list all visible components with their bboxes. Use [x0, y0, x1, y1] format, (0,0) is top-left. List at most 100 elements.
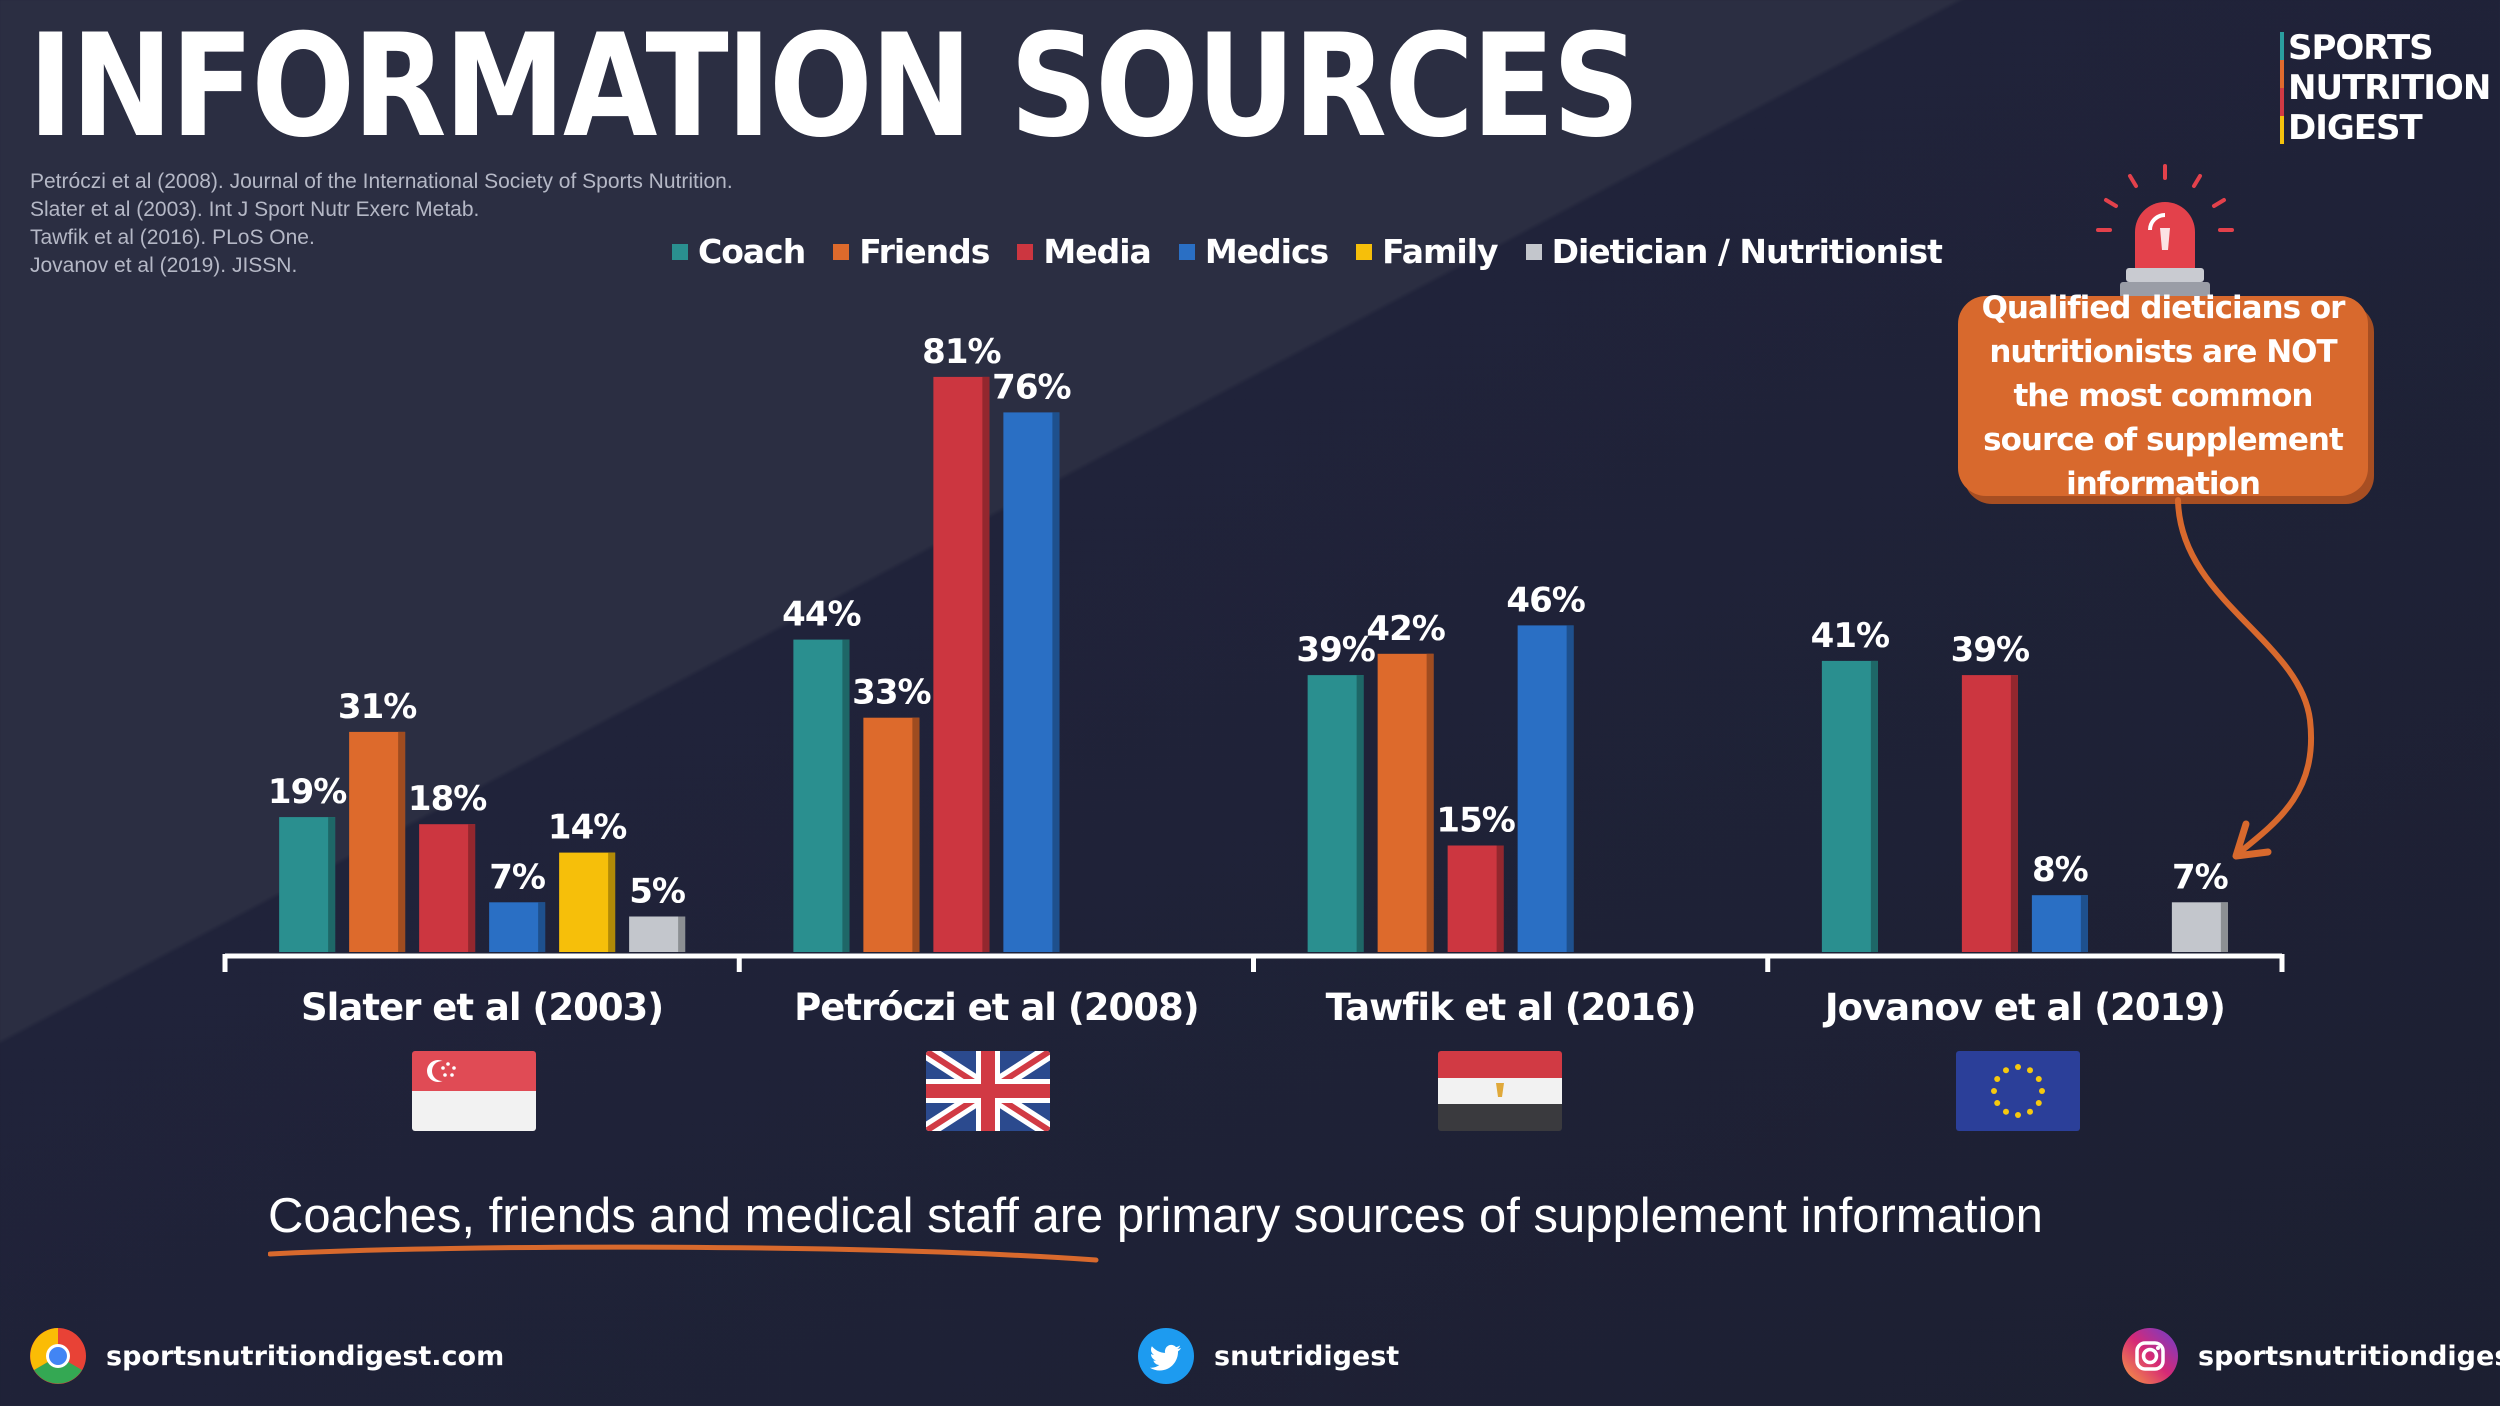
reference-item: Jovanov et al (2019). JISSN.: [30, 254, 298, 277]
references: Petróczi et al (2008). Journal of the In…: [30, 168, 733, 280]
legend-swatch: [833, 243, 850, 260]
bar: [1517, 625, 1574, 952]
legend-swatch: [1525, 243, 1542, 260]
bar: [793, 639, 850, 952]
data-label: 7%: [2172, 857, 2228, 897]
bar: [629, 916, 686, 952]
eu-star: [2027, 1108, 2033, 1115]
footer-website[interactable]: sportsnutritiondigest.com: [28, 1326, 504, 1386]
data-label: 7%: [489, 857, 545, 897]
bar-shadow: [1870, 660, 1878, 952]
eu-star: [2039, 1088, 2045, 1094]
eu-star: [2015, 1112, 2021, 1118]
brand-color-bar: [2280, 32, 2284, 144]
bar: [933, 376, 990, 952]
bar: [419, 824, 476, 952]
footer-instagram[interactable]: sportsnutritiondigest: [2120, 1326, 2500, 1386]
bar: [2031, 895, 2088, 952]
reference-item: Slater et al (2003). Int J Sport Nutr Ex…: [30, 198, 480, 221]
legend-swatch: [1356, 243, 1373, 260]
data-label: 39%: [1296, 630, 1374, 670]
alarm-siren-icon: [2090, 160, 2240, 310]
eu-star: [2015, 1064, 2021, 1070]
egypt-flag: [1438, 1051, 1562, 1131]
bar: [349, 731, 406, 952]
data-label: 14%: [548, 808, 626, 848]
eu-star: [2003, 1108, 2009, 1115]
footer-twitter[interactable]: snutridigest: [1136, 1326, 1399, 1386]
bar-shadow: [2220, 902, 2228, 952]
category-label: Jovanov et al (2019): [1822, 986, 2225, 1029]
category-label: Tawfik et al (2016): [1326, 986, 1696, 1029]
legend-item: Media: [1017, 232, 1152, 271]
brand-line: NUTRITION: [2288, 68, 2491, 108]
bar-shadow: [982, 376, 990, 952]
subtitle-highlight: Coaches, friends and medical staff: [268, 1189, 1019, 1243]
legend-label: Dietician / Nutritionist: [1551, 232, 1943, 271]
legend-swatch: [1178, 243, 1195, 260]
data-label: 81%: [922, 332, 1000, 372]
data-label: 44%: [782, 595, 860, 635]
bar-shadow: [1426, 653, 1434, 952]
category-label: Slater et al (2003): [301, 986, 663, 1029]
subtitle: Coaches, friends and medical staff are p…: [268, 1188, 2043, 1244]
data-label: 39%: [1951, 630, 2029, 670]
eu-flag: [1956, 1051, 2080, 1131]
bar: [2171, 902, 2228, 952]
reference-item: Petróczi et al (2008). Journal of the In…: [30, 170, 733, 193]
data-label: 5%: [629, 872, 685, 912]
bar-shadow: [2080, 895, 2088, 952]
bar-shadow: [328, 817, 336, 952]
data-label: 42%: [1366, 609, 1444, 649]
bar-shadow: [468, 824, 476, 952]
callout-text: Qualified dieticians or nutritionists ar…: [1981, 290, 2346, 502]
eu-star: [1994, 1076, 2001, 1082]
bar: [1307, 675, 1364, 952]
data-label: 19%: [268, 772, 346, 812]
legend-swatch: [1017, 243, 1034, 260]
subtitle-underline: [268, 1244, 1099, 1263]
website-link[interactable]: sportsnutritiondigest.com: [106, 1340, 505, 1372]
twitter-handle[interactable]: snutridigest: [1214, 1340, 1400, 1372]
data-label: 15%: [1436, 801, 1514, 841]
reference-item: Tawfik et al (2016). PLoS One.: [30, 226, 315, 249]
legend-swatch: [672, 243, 688, 260]
bar-shadow: [608, 852, 616, 952]
category-label: Petróczi et al (2008): [794, 986, 1199, 1029]
bar: [1377, 653, 1434, 952]
legend-item: Family: [1356, 232, 1499, 271]
legend-label: Medics: [1204, 232, 1329, 271]
bar-shadow: [678, 916, 686, 952]
bar: [1447, 845, 1504, 952]
data-label: 8%: [2032, 850, 2088, 890]
chart-legend: Coach Friends Media Medics Family Dietician /…: [672, 232, 1943, 271]
bar: [559, 852, 616, 952]
data-label: 18%: [408, 779, 486, 819]
legend-label: Friends: [859, 232, 990, 271]
bar: [1961, 675, 2018, 952]
data-label: 76%: [992, 367, 1070, 407]
legend-item: Medics: [1178, 232, 1329, 271]
eu-star: [2027, 1067, 2033, 1074]
data-label: 31%: [338, 687, 416, 727]
legend-item: Coach: [672, 232, 806, 271]
eu-star: [2035, 1100, 2042, 1106]
page-title: INFORMATION SOURCES: [28, 4, 1640, 169]
eu-star: [2035, 1076, 2042, 1082]
bar-shadow: [1052, 412, 1060, 952]
bar-shadow: [912, 717, 920, 952]
singapore-flag: [412, 1051, 536, 1131]
legend-label: Media: [1043, 232, 1151, 271]
subtitle-rest: are primary sources of supplement inform…: [1018, 1189, 2043, 1243]
brand-line: DIGEST: [2288, 108, 2423, 148]
bar: [279, 817, 336, 952]
instagram-icon: [2122, 1328, 2178, 1384]
instagram-handle[interactable]: sportsnutritiondigest: [2198, 1340, 2500, 1372]
legend-item: Friends: [833, 232, 990, 271]
brand-logo: SPORTS NUTRITION DIGEST: [2280, 28, 2491, 148]
eu-star: [1994, 1100, 2001, 1106]
bar-shadow: [1356, 675, 1364, 952]
legend-label: Family: [1382, 232, 1498, 271]
bar: [1003, 412, 1060, 952]
